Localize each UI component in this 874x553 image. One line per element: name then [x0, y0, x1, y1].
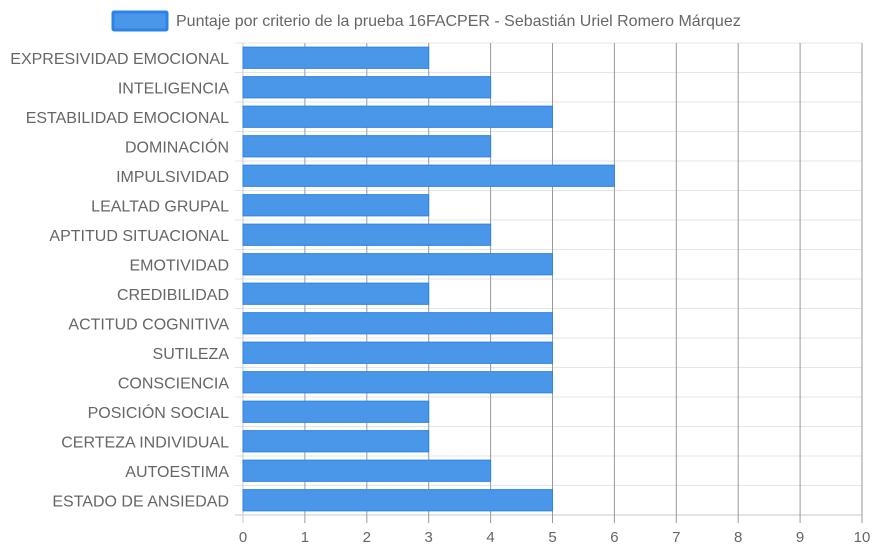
category-label: ACTITUD COGNITIVA	[68, 316, 229, 333]
x-tick-label: 5	[548, 529, 556, 546]
bar[interactable]	[242, 400, 430, 423]
category-label: EMOTIVIDAD	[129, 257, 229, 274]
x-tick-label: 3	[425, 529, 433, 546]
legend-swatch[interactable]	[111, 10, 169, 32]
bar[interactable]	[242, 135, 492, 158]
category-label: CERTEZA INDIVIDUAL	[61, 434, 229, 451]
x-tick-label: 9	[796, 529, 804, 546]
x-axis-labels: 0 1 2 3 4 5 6 7 8 9 10	[239, 529, 871, 546]
bar[interactable]	[242, 489, 553, 512]
x-tick-label: 0	[239, 529, 247, 546]
category-label: IMPULSIVIDAD	[116, 169, 229, 186]
bar[interactable]	[242, 76, 492, 99]
category-label: AUTOESTIMA	[125, 464, 229, 481]
x-tick-label: 2	[363, 529, 371, 546]
category-label: POSICIÓN SOCIAL	[88, 403, 229, 422]
x-tick-label: 10	[854, 529, 871, 546]
bar[interactable]	[242, 253, 553, 276]
category-label: CONSCIENCIA	[118, 375, 229, 392]
category-label: INTELIGENCIA	[118, 80, 229, 97]
category-label: LEALTAD GRUPAL	[91, 198, 229, 215]
y-axis-labels: EXPRESIVIDAD EMOCIONAL INTELIGENCIA ESTABI…	[10, 51, 229, 511]
bar[interactable]	[242, 164, 615, 187]
bar[interactable]	[242, 46, 430, 69]
bar[interactable]	[242, 194, 430, 217]
category-label: ESTABILIDAD EMOCIONAL	[26, 110, 229, 127]
x-tick-label: 1	[301, 529, 309, 546]
bar[interactable]	[242, 105, 553, 128]
x-tick-label: 7	[672, 529, 680, 546]
bar[interactable]	[242, 459, 492, 482]
category-label: DOMINACIÓN	[125, 137, 229, 156]
bar[interactable]	[242, 282, 430, 305]
legend[interactable]: Puntaje por criterio de la prueba 16FACP…	[111, 10, 741, 32]
bar[interactable]	[242, 223, 492, 246]
legend-label[interactable]: Puntaje por criterio de la prueba 16FACP…	[176, 13, 741, 30]
category-label: EXPRESIVIDAD EMOCIONAL	[10, 51, 229, 68]
x-tick-label: 4	[486, 529, 494, 546]
category-label: CREDIBILIDAD	[117, 287, 229, 304]
x-tick-label: 6	[610, 529, 618, 546]
bar[interactable]	[242, 312, 553, 335]
category-label: ESTADO DE ANSIEDAD	[52, 493, 229, 510]
bar[interactable]	[242, 430, 430, 453]
bar[interactable]	[242, 371, 553, 394]
bars	[242, 46, 615, 512]
category-label: SUTILEZA	[153, 346, 230, 363]
bar[interactable]	[242, 341, 553, 364]
category-label: APTITUD SITUACIONAL	[49, 228, 229, 245]
x-tick-label: 8	[734, 529, 742, 546]
